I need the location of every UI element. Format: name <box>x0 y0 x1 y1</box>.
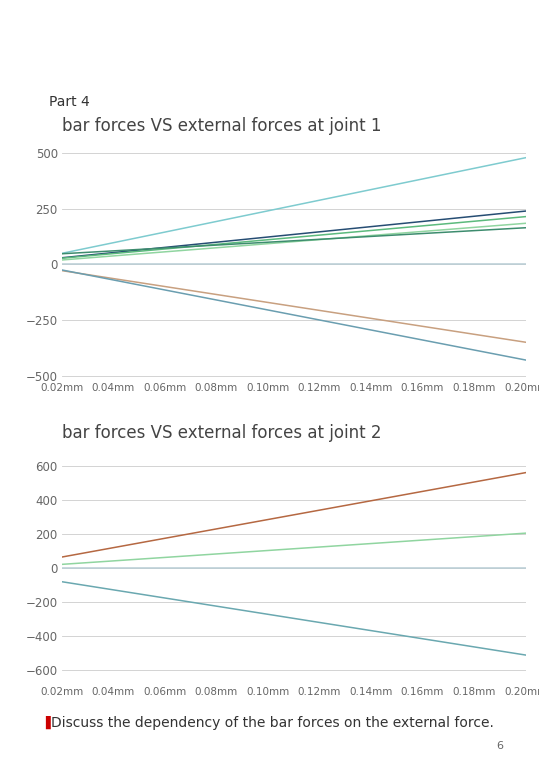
Text: bar forces VS external forces at joint 1: bar forces VS external forces at joint 1 <box>62 116 382 135</box>
Text: bar forces VS external forces at joint 2: bar forces VS external forces at joint 2 <box>62 424 382 442</box>
Text: 6: 6 <box>496 741 503 751</box>
Text: ▌: ▌ <box>45 716 54 729</box>
Text: Discuss the dependency of the bar forces on the external force.: Discuss the dependency of the bar forces… <box>51 716 494 730</box>
Text: Part 4: Part 4 <box>49 95 89 109</box>
